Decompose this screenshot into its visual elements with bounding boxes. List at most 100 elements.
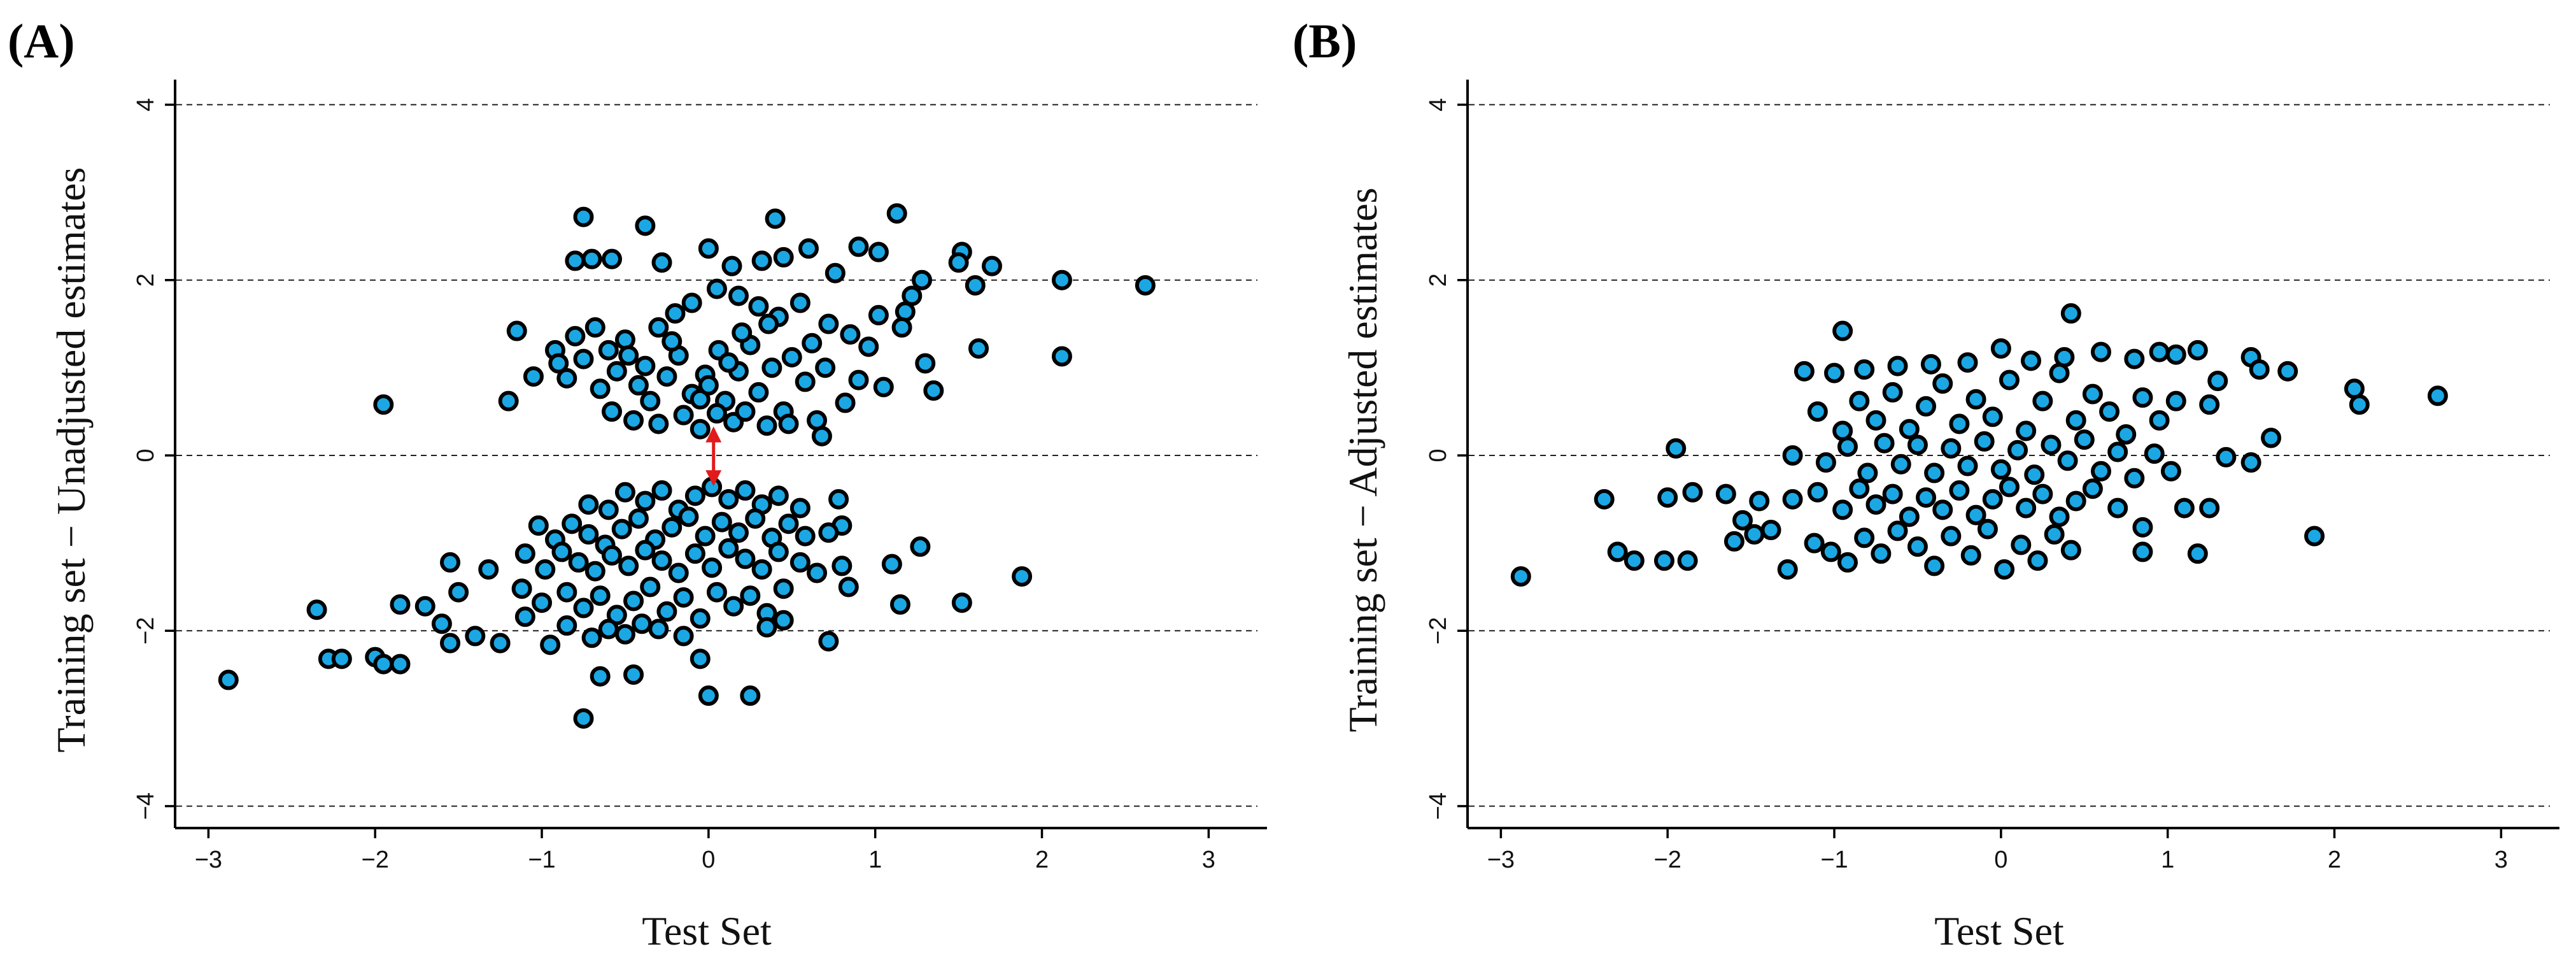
data-point bbox=[807, 562, 828, 583]
data-point bbox=[1957, 455, 1978, 476]
data-point bbox=[1932, 373, 1953, 394]
data-point bbox=[598, 340, 619, 361]
data-point bbox=[1982, 489, 2003, 510]
data-point bbox=[598, 618, 619, 640]
data-point bbox=[1865, 494, 1886, 515]
data-point bbox=[1916, 487, 1937, 508]
data-point bbox=[886, 203, 907, 224]
data-point bbox=[1804, 533, 1825, 554]
data-point bbox=[773, 247, 794, 268]
data-point bbox=[1744, 524, 1765, 545]
data-point bbox=[951, 592, 972, 613]
data-point bbox=[706, 278, 727, 299]
data-point bbox=[735, 548, 756, 569]
data-point bbox=[1882, 382, 1903, 403]
data-point bbox=[2174, 497, 2195, 518]
data-point bbox=[1135, 275, 1156, 296]
data-point bbox=[1960, 545, 1981, 566]
data-point bbox=[678, 506, 699, 527]
data-point bbox=[465, 625, 486, 647]
data-point bbox=[2427, 385, 2448, 406]
x-tick-label: 0 bbox=[1994, 847, 2007, 873]
data-point bbox=[635, 355, 656, 376]
data-point bbox=[548, 353, 569, 374]
data-point bbox=[1732, 510, 1753, 531]
data-point bbox=[1941, 438, 1962, 459]
data-point bbox=[702, 557, 723, 578]
data-point bbox=[915, 353, 936, 374]
data-point bbox=[573, 348, 594, 369]
data-point bbox=[673, 625, 694, 647]
data-point bbox=[1815, 452, 1836, 473]
data-point bbox=[498, 390, 519, 411]
x-tick-label: −2 bbox=[1654, 847, 1681, 873]
data-point bbox=[1932, 499, 1953, 520]
data-point bbox=[2240, 452, 2261, 473]
data-point bbox=[1916, 396, 1937, 417]
data-point bbox=[632, 613, 653, 634]
data-point bbox=[2082, 478, 2103, 499]
data-point bbox=[740, 685, 761, 706]
data-point bbox=[684, 485, 705, 506]
data-point bbox=[1837, 552, 1858, 573]
panel-a-label: (A) bbox=[8, 15, 75, 68]
data-point bbox=[2060, 303, 2081, 324]
data-point bbox=[578, 524, 599, 545]
data-point bbox=[2116, 424, 2137, 445]
data-point bbox=[478, 559, 499, 580]
x-tick-label: −3 bbox=[195, 847, 222, 873]
data-point bbox=[912, 269, 933, 290]
data-point bbox=[573, 708, 594, 729]
data-point bbox=[1510, 566, 1531, 587]
data-point bbox=[584, 561, 605, 582]
data-point bbox=[2090, 461, 2111, 482]
data-point bbox=[623, 590, 644, 611]
y-tick-label: 2 bbox=[1425, 273, 1452, 287]
data-point bbox=[761, 357, 782, 378]
data-point bbox=[668, 562, 689, 583]
data-point bbox=[868, 304, 889, 325]
panel-a-axes bbox=[174, 80, 1267, 829]
data-point bbox=[1890, 454, 1911, 475]
data-point bbox=[751, 250, 772, 271]
data-point bbox=[1857, 462, 1878, 483]
data-point bbox=[781, 347, 802, 368]
data-point bbox=[514, 606, 535, 627]
data-point bbox=[1874, 432, 1895, 454]
panel-b-axes bbox=[1466, 80, 2559, 829]
data-point bbox=[606, 361, 627, 382]
data-point bbox=[1807, 401, 1828, 422]
data-point bbox=[1794, 361, 1815, 382]
data-point bbox=[673, 587, 694, 608]
data-point bbox=[565, 250, 586, 271]
data-point bbox=[648, 413, 669, 434]
data-point bbox=[1949, 480, 1970, 501]
data-point bbox=[618, 345, 639, 366]
data-point bbox=[2041, 434, 2062, 455]
y-tick-label: −4 bbox=[132, 792, 159, 820]
data-point bbox=[1990, 338, 2011, 359]
x-tick-label: −1 bbox=[1820, 847, 1848, 873]
data-point bbox=[889, 594, 910, 615]
data-point bbox=[1907, 536, 1928, 557]
data-point bbox=[2020, 350, 2041, 371]
data-point bbox=[1012, 566, 1033, 587]
panel-b-x-axis-title: Test Set bbox=[1934, 908, 2064, 954]
data-point bbox=[721, 255, 742, 276]
x-tick-label: 0 bbox=[702, 847, 715, 873]
data-point bbox=[2216, 447, 2237, 468]
data-point bbox=[390, 654, 411, 675]
data-point bbox=[665, 303, 686, 324]
data-point bbox=[523, 366, 544, 387]
data-point bbox=[795, 525, 816, 547]
y-tick-label: −2 bbox=[1425, 617, 1452, 645]
data-point bbox=[1982, 406, 2003, 427]
data-point bbox=[1782, 445, 1803, 466]
data-point bbox=[718, 352, 739, 373]
data-point bbox=[2057, 450, 2078, 471]
data-point bbox=[590, 378, 611, 399]
data-point bbox=[648, 618, 669, 640]
data-point bbox=[2007, 440, 2028, 461]
data-point bbox=[306, 599, 327, 620]
data-point bbox=[673, 404, 694, 425]
